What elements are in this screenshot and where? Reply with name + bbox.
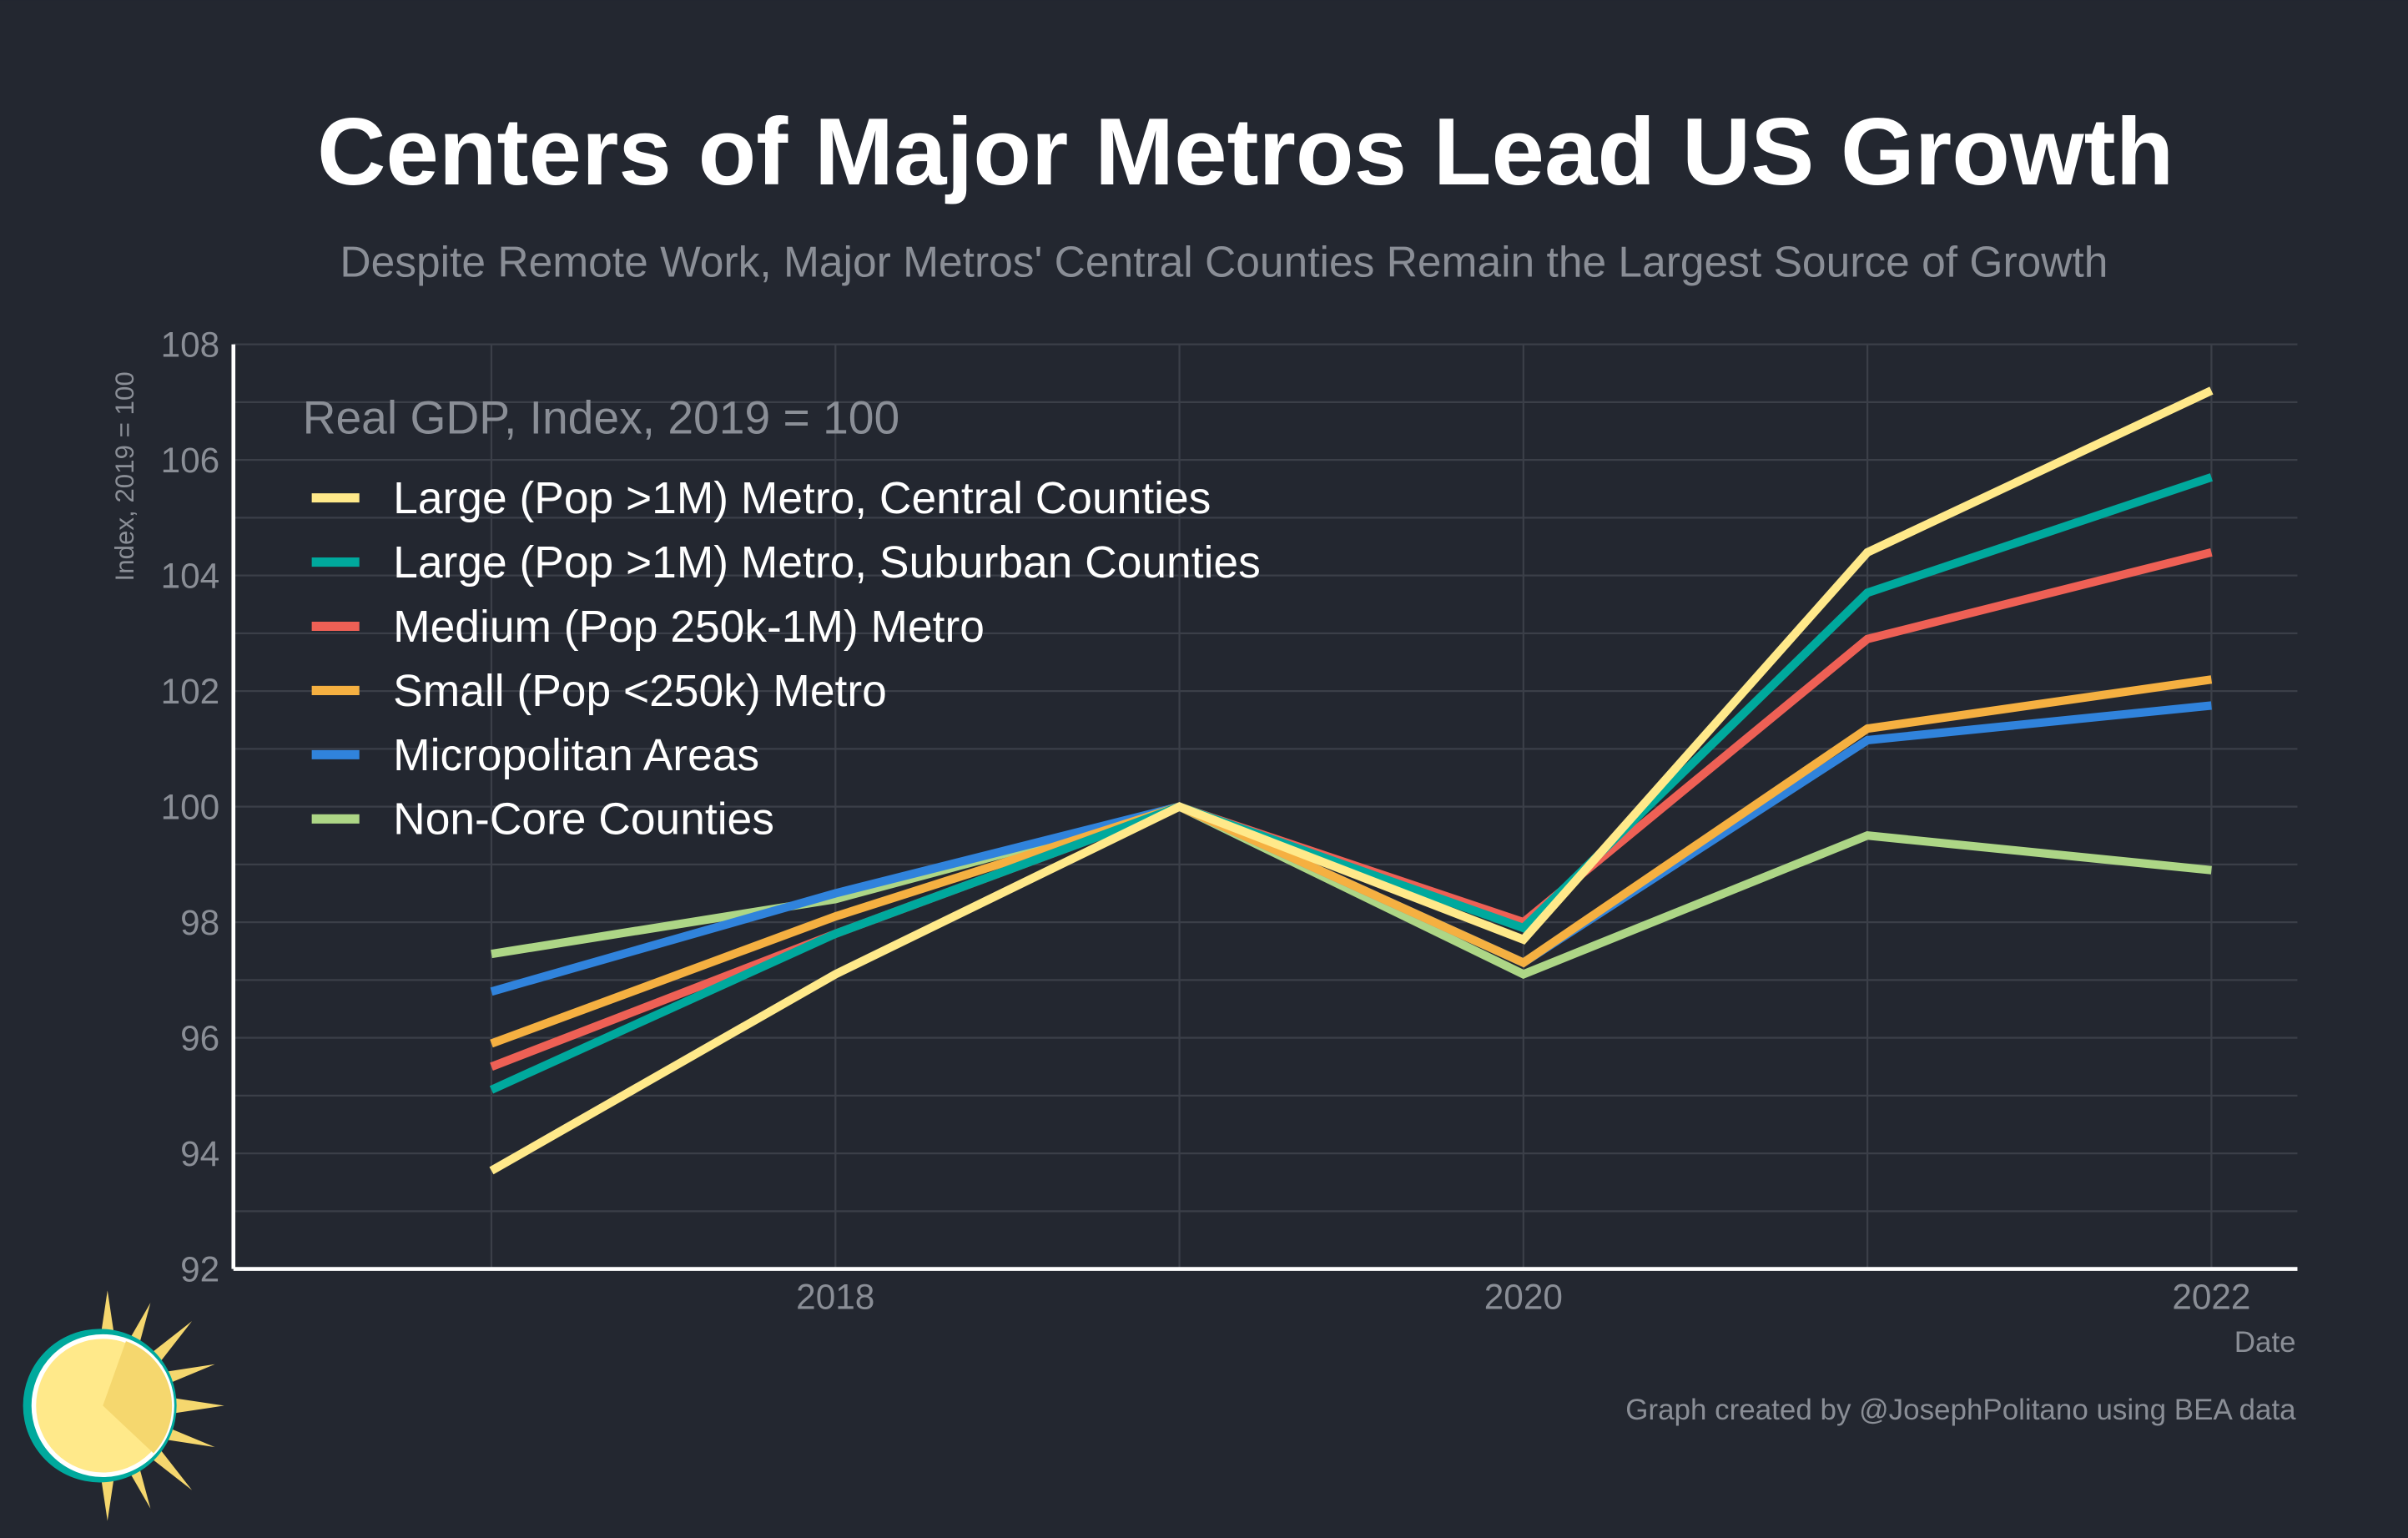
legend-label: Large (Pop >1M) Metro, Suburban Counties xyxy=(393,538,1261,587)
y-tick-label: 98 xyxy=(180,903,219,942)
chart-subtitle: Despite Remote Work, Major Metros' Centr… xyxy=(340,238,2108,286)
legend-label: Medium (Pop 250k-1M) Metro xyxy=(393,603,985,652)
series-lines xyxy=(489,386,2214,1175)
series-line xyxy=(489,473,2214,1094)
footer-credit: Graph created by @JosephPolitano using B… xyxy=(1625,1394,2296,1426)
y-tick-label: 92 xyxy=(180,1249,219,1288)
y-tick-label: 104 xyxy=(161,556,220,595)
series-line xyxy=(490,675,2213,1048)
y-axis-label: Index, 2019 = 100 xyxy=(110,371,139,581)
y-tick-label: 100 xyxy=(161,787,220,826)
series-line xyxy=(489,386,2214,1175)
x-tick-label: 2022 xyxy=(2172,1277,2250,1316)
y-tick-label: 108 xyxy=(161,325,220,364)
y-tick-label: 102 xyxy=(161,672,220,711)
y-tick-label: 96 xyxy=(180,1018,219,1057)
legend-label: Large (Pop >1M) Metro, Central Counties xyxy=(393,474,1211,523)
x-tick-label: 2018 xyxy=(796,1277,874,1316)
sun-logo-icon xyxy=(23,1290,224,1521)
chart-title: Centers of Major Metros Lead US Growth xyxy=(317,99,2174,205)
x-tick-label: 2020 xyxy=(1484,1277,1563,1316)
y-axis-ticks: 92 94 96 98 100 102 104 106 108 xyxy=(161,325,220,1288)
x-axis-ticks: 2018 2020 2022 xyxy=(796,1277,2250,1316)
y-tick-label: 94 xyxy=(180,1134,219,1173)
y-tick-label: 106 xyxy=(161,441,220,480)
grid xyxy=(233,343,2298,1270)
legend-label: Small (Pop <250k) Metro xyxy=(393,667,887,716)
x-axis-label: Date xyxy=(2234,1326,2296,1359)
legend-label: Non-Core Counties xyxy=(393,795,774,845)
legend-title: Real GDP, Index, 2019 = 100 xyxy=(303,391,900,443)
legend: Real GDP, Index, 2019 = 100 Large (Pop >… xyxy=(303,391,1261,844)
legend-label: Micropolitan Areas xyxy=(393,731,759,780)
